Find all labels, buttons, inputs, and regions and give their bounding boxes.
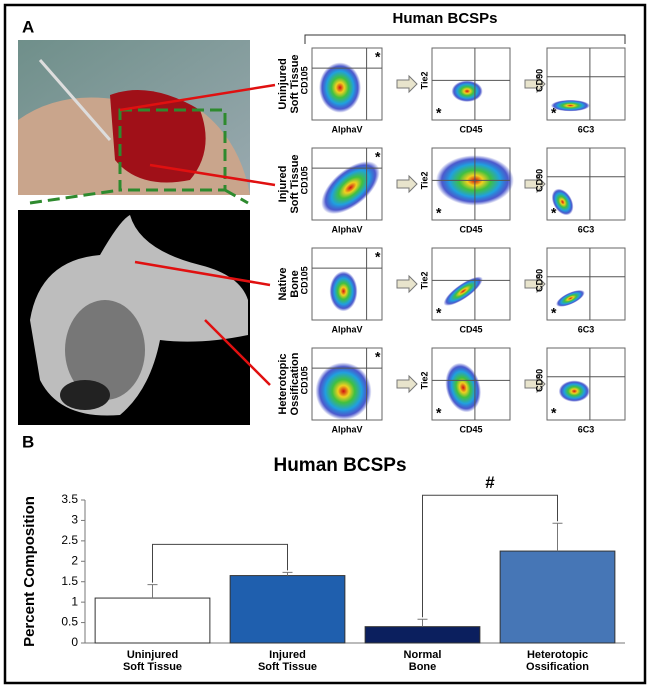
x-axis-label: AlphaV (331, 124, 362, 134)
y-tick-label: 0 (71, 635, 78, 649)
surgical-photo (18, 40, 250, 195)
density-cloud (329, 271, 358, 312)
x-tick-label: Uninjured Soft Tissue (122, 649, 183, 674)
density-cloud (551, 188, 574, 216)
gate-marker: * (436, 205, 442, 221)
density-cloud (558, 380, 590, 403)
x-axis-label: 6C3 (578, 224, 595, 234)
density-cloud (321, 161, 380, 214)
x-axis-label: CD45 (459, 324, 482, 334)
x-axis-label: AlphaV (331, 324, 362, 334)
panel-label: A (22, 17, 34, 36)
ct-image (18, 210, 250, 425)
y-axis-label: CD105 (299, 266, 309, 294)
error-bar (147, 584, 158, 599)
bar (364, 626, 481, 644)
gate-marker: * (436, 405, 442, 421)
figure-border (3, 3, 647, 685)
arrow (396, 74, 418, 94)
flow-plot (546, 247, 626, 321)
y-tick-label: 0.5 (61, 615, 78, 629)
x-tick-label: Heterotopic Ossification (526, 649, 589, 674)
density-cloud (550, 99, 590, 112)
row-label: Injured Soft Tissue (277, 154, 302, 214)
flow-plot (546, 347, 626, 421)
gate-marker: * (551, 305, 557, 321)
pointer-lines (119, 83, 276, 386)
chart-title: Human BCSPs (273, 455, 406, 476)
x-axis-label: CD45 (459, 424, 482, 434)
row-label: Heterotopic Ossification (277, 352, 302, 416)
density-cloud (315, 362, 372, 420)
y-axis-title: Percent Composition (21, 496, 38, 647)
arrow (396, 374, 418, 394)
y-axis-label: Tie2 (419, 71, 429, 89)
significance-bracket (422, 494, 558, 618)
x-tick-label: Normal Bone (403, 649, 442, 674)
bar (499, 550, 616, 644)
y-axis-label: CD90 (534, 169, 544, 192)
gate-marker: * (551, 205, 557, 221)
y-axis-label: CD90 (534, 69, 544, 92)
x-axis-label: AlphaV (331, 224, 362, 234)
gate-marker: * (375, 349, 381, 365)
y-axis-label: CD105 (299, 366, 309, 394)
gate-marker: * (436, 305, 442, 321)
x-axis-label: 6C3 (578, 324, 595, 334)
gate-marker: * (551, 405, 557, 421)
header-bracket (304, 34, 626, 44)
arrow (524, 274, 546, 294)
density-cloud (443, 276, 483, 306)
row-label: Native Bone (277, 267, 302, 301)
density-cloud (319, 62, 361, 113)
bar (94, 597, 211, 644)
panel-label: B (22, 432, 34, 451)
arrow (524, 74, 546, 94)
x-axis-label: CD45 (459, 224, 482, 234)
x-axis-label: 6C3 (578, 124, 595, 134)
arrow (524, 374, 546, 394)
x-axis-label: CD45 (459, 124, 482, 134)
y-axis-label: Tie2 (419, 171, 429, 189)
arrow (396, 274, 418, 294)
y-axis-label: CD105 (299, 66, 309, 94)
zoom-lines (29, 188, 249, 205)
gate-marker: * (551, 105, 557, 121)
x-axis-label: 6C3 (578, 424, 595, 434)
error-bar (282, 571, 293, 576)
x-axis-label: AlphaV (331, 424, 362, 434)
gate-marker: * (375, 149, 381, 165)
bar (229, 575, 346, 644)
y-axis-label: Tie2 (419, 271, 429, 289)
panel-header: Human BCSPs (392, 10, 497, 27)
y-tick-label: 2 (71, 553, 78, 567)
error-bar (552, 522, 563, 552)
y-tick-label: 3 (71, 513, 78, 527)
y-tick-label: 1.5 (61, 574, 78, 588)
y-tick-label: 2.5 (61, 533, 78, 547)
density-cloud (451, 80, 483, 102)
gate-marker: * (375, 249, 381, 265)
arrow (524, 174, 546, 194)
significance-bracket (152, 543, 288, 583)
gate-marker: * (375, 49, 381, 65)
y-tick-label: 1 (71, 594, 78, 608)
y-axis-label: CD90 (534, 269, 544, 292)
gate-marker: * (436, 105, 442, 121)
y-axis-label: CD90 (534, 369, 544, 392)
density-cloud (445, 362, 482, 413)
y-tick-label: 3.5 (61, 492, 78, 506)
arrow (396, 174, 418, 194)
x-tick-label: Injured Soft Tissue (257, 649, 318, 674)
error-bar (417, 618, 428, 627)
significance-label: # (485, 473, 495, 492)
y-axis-label: Tie2 (419, 371, 429, 389)
row-label: Uninjured Soft Tissue (277, 54, 302, 114)
y-axis-label: CD105 (299, 166, 309, 194)
density-cloud (556, 289, 585, 307)
